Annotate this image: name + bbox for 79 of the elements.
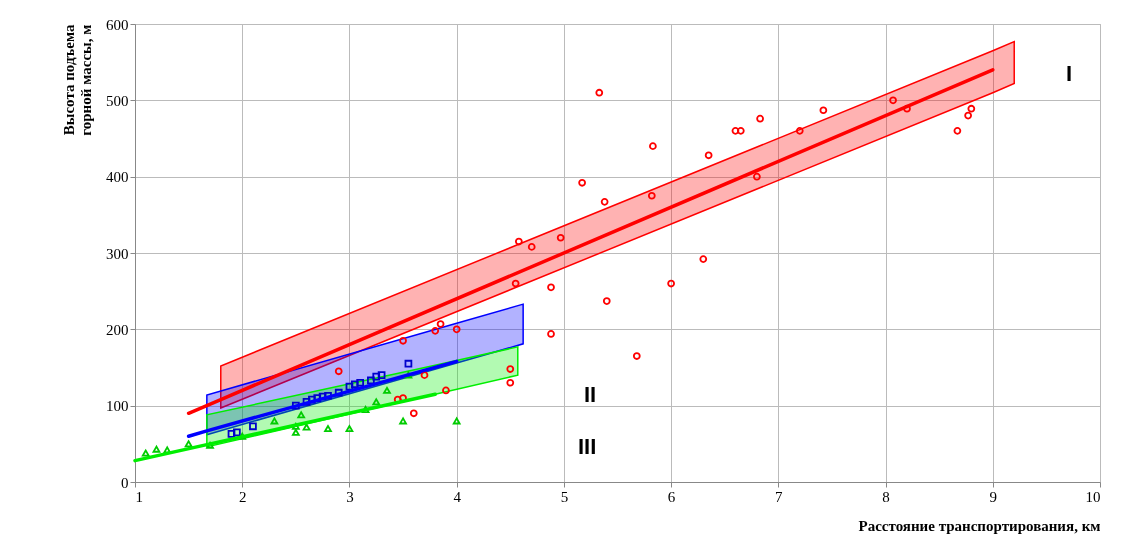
point [731, 127, 740, 135]
point [404, 359, 413, 368]
x-tick-label: 2 [238, 488, 247, 505]
point [350, 380, 359, 389]
point [431, 327, 440, 335]
point [753, 172, 761, 181]
x-tick-label: 3 [346, 488, 354, 505]
x-tick-label: 10 [1085, 488, 1101, 505]
point [547, 283, 555, 292]
point [632, 352, 641, 360]
point [953, 127, 962, 135]
point [756, 114, 764, 123]
x-axis-title: Расстояние транспортирования, км [858, 517, 1101, 534]
point [442, 386, 450, 395]
point [302, 423, 311, 431]
point [704, 151, 713, 160]
point [795, 127, 804, 135]
point [515, 237, 523, 246]
point [302, 397, 311, 406]
annotation: II [584, 382, 597, 407]
point [420, 371, 429, 379]
point [409, 409, 418, 418]
x-tick-label: 6 [667, 488, 676, 505]
point [356, 378, 365, 387]
point [291, 401, 300, 410]
y-tick-label: 500 [106, 92, 129, 109]
y-axis-title: Высота подъема горной массы, м [61, 24, 94, 136]
point [649, 142, 657, 150]
point [647, 191, 656, 200]
y-tick-label: 300 [106, 245, 129, 262]
point [334, 388, 343, 397]
point [506, 365, 515, 373]
point [227, 430, 236, 438]
point [819, 106, 828, 115]
point [699, 255, 708, 263]
point [667, 279, 675, 288]
point [383, 386, 391, 394]
x-tick-label: 8 [882, 488, 890, 505]
point [527, 243, 536, 251]
point [600, 198, 609, 206]
point [436, 320, 445, 328]
point [506, 378, 515, 387]
x-tick-label: 5 [560, 488, 569, 505]
point [345, 425, 354, 433]
y-tick-label: 100 [106, 398, 129, 415]
point [152, 445, 161, 453]
y-tick-label: 0 [121, 474, 129, 491]
point [377, 371, 386, 379]
point [297, 411, 306, 419]
point [889, 96, 897, 105]
point [324, 425, 332, 433]
y-tick-label: 400 [106, 169, 129, 186]
point [399, 336, 407, 345]
x-tick-label: 7 [775, 488, 784, 505]
point [736, 127, 745, 135]
x-tick-label: 4 [453, 488, 462, 505]
point [967, 104, 976, 113]
point [334, 367, 343, 376]
point [291, 428, 300, 436]
annotation: III [578, 434, 597, 459]
point [345, 382, 354, 391]
point [602, 297, 611, 305]
point [233, 428, 241, 437]
y-tick-label: 600 [106, 16, 129, 33]
point [595, 88, 604, 97]
point [249, 422, 257, 431]
point [964, 111, 972, 120]
annotation: I [1066, 61, 1073, 86]
point [511, 279, 520, 288]
point [452, 325, 461, 334]
point [547, 330, 555, 338]
point [903, 104, 911, 113]
point [578, 178, 586, 187]
y-tick-label: 200 [106, 321, 129, 338]
x-tick-label: 9 [989, 488, 998, 505]
x-tick-label: 1 [135, 488, 143, 505]
point [372, 372, 381, 381]
point [556, 233, 565, 242]
point [367, 376, 375, 385]
